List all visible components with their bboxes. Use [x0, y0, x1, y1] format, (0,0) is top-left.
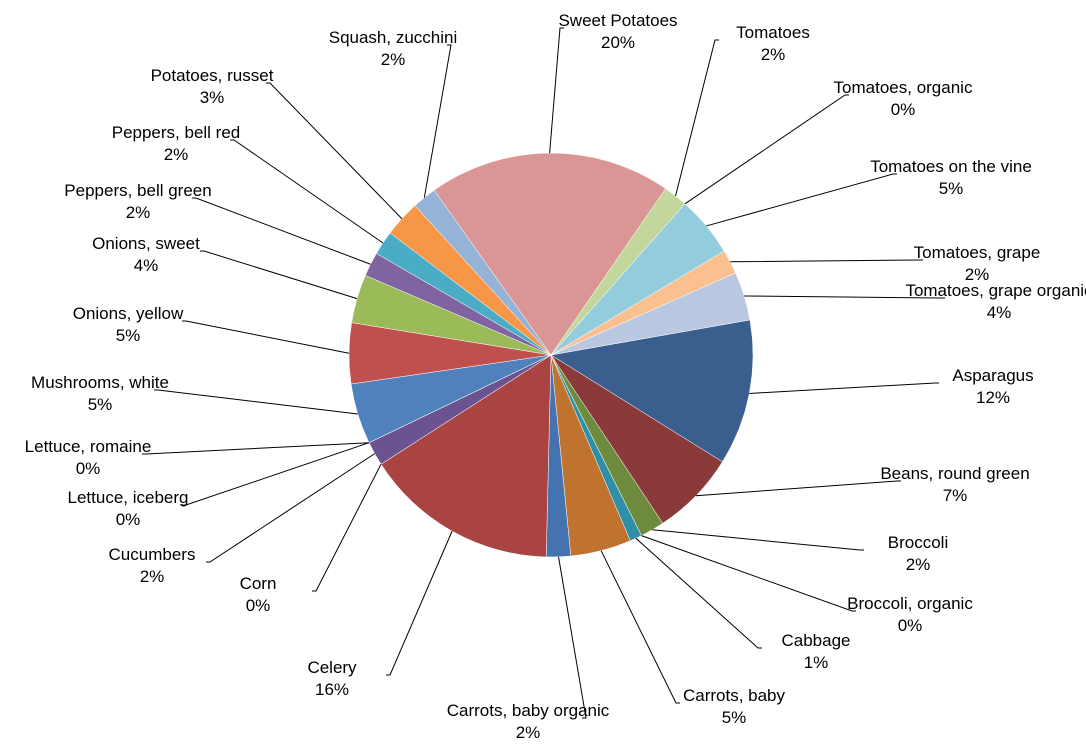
value-label: 5%: [722, 708, 747, 727]
slice-label: Broccoli: [888, 533, 948, 552]
value-label: 0%: [76, 459, 101, 478]
leader-line: [549, 27, 564, 154]
slice-label: Peppers, bell red: [112, 123, 241, 142]
leader-line: [266, 82, 403, 220]
slice-label: Tomatoes: [736, 23, 810, 42]
leader-line: [206, 453, 375, 563]
leader-line: [312, 463, 382, 592]
value-label: 0%: [898, 616, 923, 635]
leader-line: [423, 44, 452, 198]
value-label: 5%: [939, 179, 964, 198]
leader-line: [744, 295, 945, 299]
slice-label: Corn: [240, 574, 277, 593]
value-label: 2%: [381, 50, 406, 69]
slice-label: Cabbage: [781, 631, 850, 650]
slice-label: Tomatoes, grape: [914, 243, 1041, 262]
leader-line: [230, 139, 384, 244]
slice-label: Peppers, bell green: [64, 181, 211, 200]
leader-line: [600, 550, 680, 704]
leader-line: [749, 382, 939, 394]
leader-line: [182, 442, 370, 506]
value-label: 4%: [987, 303, 1012, 322]
value-label: 2%: [906, 555, 931, 574]
value-label: 3%: [200, 88, 225, 107]
value-label: 0%: [246, 596, 271, 615]
leader-line: [154, 389, 358, 415]
pie-slice: [550, 319, 754, 463]
value-label: 2%: [761, 45, 786, 64]
leader-line: [706, 173, 897, 227]
pie-slice: [550, 272, 751, 356]
slice-label: Tomatoes, organic: [834, 78, 973, 97]
value-label: 4%: [134, 256, 159, 275]
slice-label: Celery: [307, 658, 357, 677]
slice-label: Onions, yellow: [73, 304, 184, 323]
slice-label: Potatoes, russet: [151, 66, 274, 85]
value-label: 2%: [164, 145, 189, 164]
slice-label: Lettuce, iceberg: [68, 488, 189, 507]
value-label: 0%: [116, 510, 141, 529]
slice-label: Onions, sweet: [92, 234, 200, 253]
slice-label: Tomatoes on the vine: [870, 157, 1032, 176]
leader-line: [652, 529, 864, 551]
leader-line: [635, 537, 762, 649]
value-label: 2%: [965, 265, 990, 284]
slice-label: Carrots, baby: [683, 686, 786, 705]
leader-line: [192, 197, 371, 265]
slice-label: Mushrooms, white: [31, 373, 169, 392]
value-label: 12%: [976, 388, 1010, 407]
value-label: 1%: [804, 653, 829, 672]
leader-line: [684, 94, 849, 205]
leader-line: [675, 39, 719, 197]
pie-slice: [380, 354, 552, 558]
value-label: 7%: [943, 486, 968, 505]
pie-slice: [433, 152, 666, 356]
slice-label: Squash, zucchini: [329, 28, 458, 47]
slice-label: Broccoli, organic: [847, 594, 973, 613]
slice-label: Asparagus: [952, 366, 1033, 385]
leader-line: [386, 530, 453, 676]
value-label: 2%: [516, 723, 541, 741]
value-label: 16%: [315, 680, 349, 699]
leader-line: [182, 320, 350, 354]
value-label: 2%: [126, 203, 151, 222]
leader-line: [730, 259, 923, 263]
slice-label: Lettuce, romaine: [25, 437, 152, 456]
value-label: 5%: [116, 326, 141, 345]
slice-label: Carrots, baby organic: [447, 701, 610, 720]
leader-line: [641, 535, 856, 612]
slice-label: Beans, round green: [880, 464, 1029, 483]
value-label: 2%: [140, 567, 165, 586]
value-label: 5%: [88, 395, 113, 414]
value-label: 0%: [891, 100, 916, 119]
leader-line: [695, 480, 901, 497]
leader-line: [200, 250, 358, 300]
slice-label: Sweet Potatoes: [558, 11, 677, 30]
slice-label: Cucumbers: [109, 545, 196, 564]
slice-label: Tomatoes, grape organic: [905, 281, 1086, 300]
leader-line: [558, 556, 587, 719]
value-label: 20%: [601, 33, 635, 52]
leader-line: [142, 442, 370, 455]
